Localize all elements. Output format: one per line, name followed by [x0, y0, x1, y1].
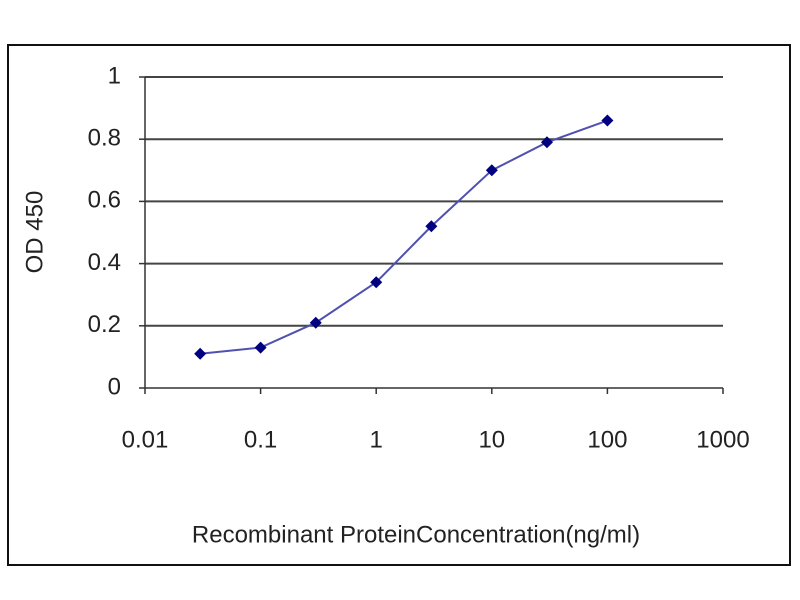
y-axis-label: OD 450 [21, 191, 48, 274]
y-tick-label: 0 [108, 373, 121, 400]
marker [540, 136, 553, 149]
y-tick-label: 1 [108, 62, 121, 89]
y-tick-label: 0.4 [88, 249, 121, 276]
frame [7, 44, 791, 566]
marker [370, 276, 383, 289]
x-tick-label: 10 [478, 426, 505, 453]
marker [309, 316, 322, 329]
x-tick-label: 1 [370, 426, 383, 453]
marker [254, 341, 267, 354]
x-tick-label: 100 [587, 426, 627, 453]
marker [601, 114, 614, 127]
marker [425, 220, 438, 233]
y-tick-label: 0.6 [88, 187, 121, 214]
x-tick-label: 0.1 [244, 426, 277, 453]
x-tick-label: 1000 [696, 426, 749, 453]
x-tick-label: 0.01 [122, 426, 169, 453]
marker [485, 164, 498, 177]
y-tick-label: 0.2 [88, 311, 121, 338]
x-axis-label: Recombinant ProteinConcentration(ng/ml) [192, 521, 640, 548]
y-tick-label: 0.8 [88, 125, 121, 152]
line [200, 119, 608, 355]
marker [194, 347, 207, 360]
